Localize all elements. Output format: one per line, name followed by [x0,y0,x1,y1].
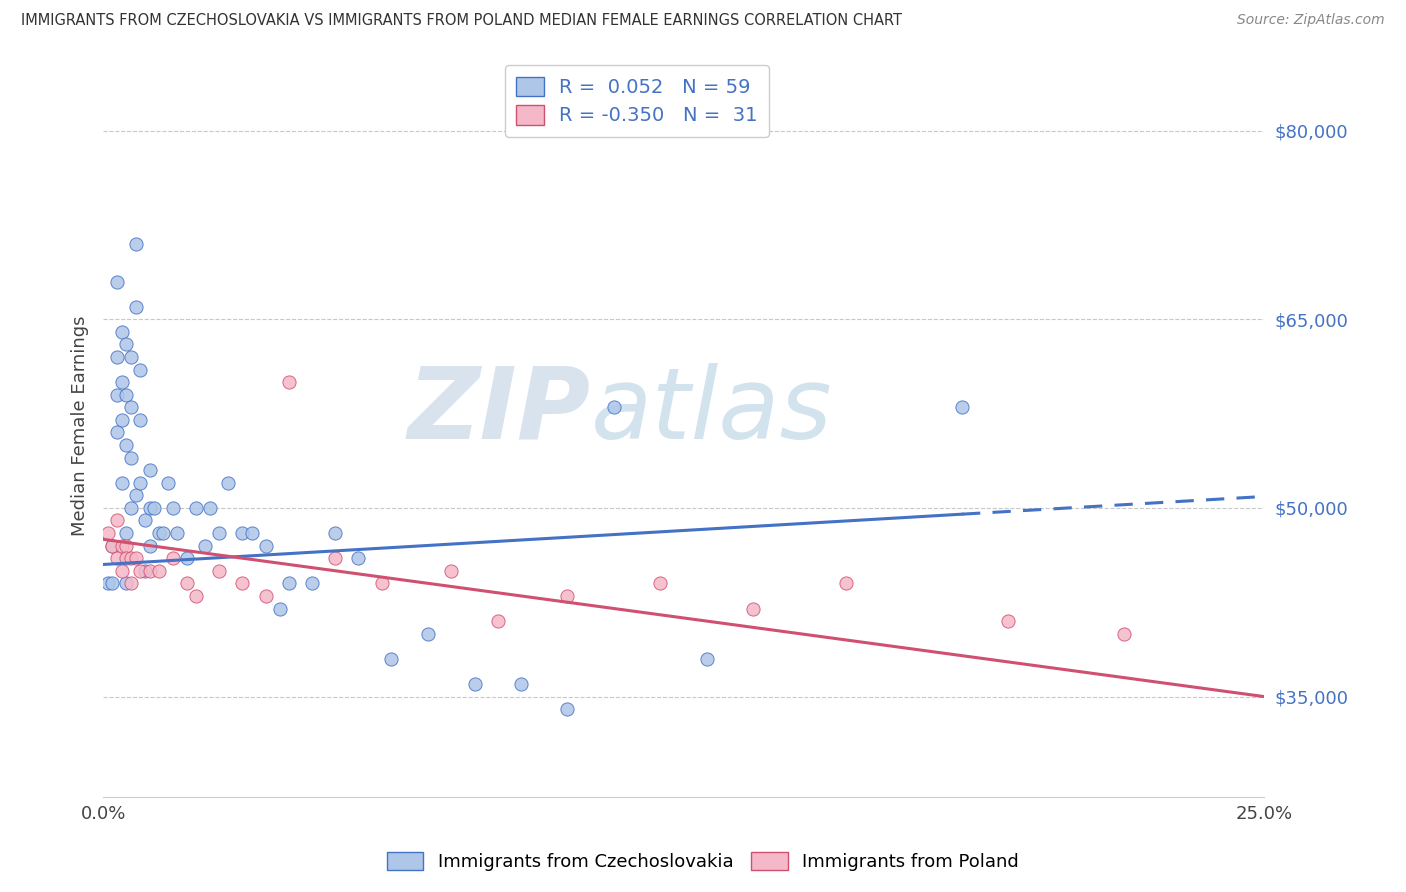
Point [254,539,277,553]
Text: IMMIGRANTS FROM CZECHOSLOVAKIA VS IMMIGRANTS FROM POLAND MEDIAN FEMALE EARNINGS : IMMIGRANTS FROM CZECHOSLOVAKIA VS IMMIGR… [21,13,903,29]
Point [143,500,166,515]
Point [105,425,128,440]
Point [240,526,263,541]
Point [997,614,1019,628]
Point [208,564,231,578]
Point [184,500,207,515]
Point [301,576,323,591]
Point [124,236,146,251]
Point [101,539,124,553]
Point [111,475,134,490]
Point [115,337,138,351]
Point [152,526,174,541]
Text: atlas: atlas [591,363,832,459]
Point [124,488,146,502]
Point [115,551,138,566]
Point [129,475,152,490]
Point [97,576,120,591]
Point [557,589,579,603]
Point [120,401,142,415]
Point [138,539,160,553]
Point [97,526,120,541]
Text: ZIP: ZIP [408,363,591,459]
Point [138,500,160,515]
Point [120,576,142,591]
Point [115,539,138,553]
Point [696,652,718,666]
Point [463,677,485,691]
Point [208,526,231,541]
Point [176,551,198,566]
Point [742,601,765,615]
Point [176,576,198,591]
Point [380,652,402,666]
Point [115,438,138,452]
Point [277,375,299,389]
Point [835,576,858,591]
Point [323,526,346,541]
Point [105,350,128,364]
Point [323,551,346,566]
Point [111,375,134,389]
Point [254,589,277,603]
Point [162,551,184,566]
Point [101,539,124,553]
Point [148,564,170,578]
Point [129,413,152,427]
Point [105,387,128,401]
Point [115,387,138,401]
Point [115,576,138,591]
Point [111,564,134,578]
Point [269,601,291,615]
Point [440,564,463,578]
Point [129,362,152,376]
Point [138,463,160,477]
Point [120,350,142,364]
Point [217,475,239,490]
Point [416,626,439,640]
Point [950,401,973,415]
Point [120,450,142,465]
Y-axis label: Median Female Earnings: Median Female Earnings [72,316,89,536]
Point [105,275,128,289]
Point [129,564,152,578]
Point [124,551,146,566]
Point [184,589,207,603]
Point [231,526,253,541]
Point [111,413,134,427]
Legend: Immigrants from Czechoslovakia, Immigrants from Poland: Immigrants from Czechoslovakia, Immigran… [380,845,1026,879]
Point [111,325,134,339]
Point [231,576,253,591]
Point [347,551,370,566]
Point [111,539,134,553]
Point [157,475,180,490]
Point [1114,626,1136,640]
Point [115,526,138,541]
Point [486,614,509,628]
Point [277,576,299,591]
Point [557,702,579,716]
Point [194,539,217,553]
Point [138,564,160,578]
Point [105,551,128,566]
Point [650,576,672,591]
Point [124,300,146,314]
Point [105,513,128,527]
Point [148,526,170,541]
Point [120,500,142,515]
Point [370,576,392,591]
Point [120,551,142,566]
Point [510,677,533,691]
Point [101,576,124,591]
Point [134,513,156,527]
Point [603,401,626,415]
Point [198,500,221,515]
Legend: R =  0.052   N = 59, R = -0.350   N =  31: R = 0.052 N = 59, R = -0.350 N = 31 [505,65,769,137]
Point [162,500,184,515]
Point [134,564,156,578]
Point [166,526,188,541]
Text: Source: ZipAtlas.com: Source: ZipAtlas.com [1237,13,1385,28]
